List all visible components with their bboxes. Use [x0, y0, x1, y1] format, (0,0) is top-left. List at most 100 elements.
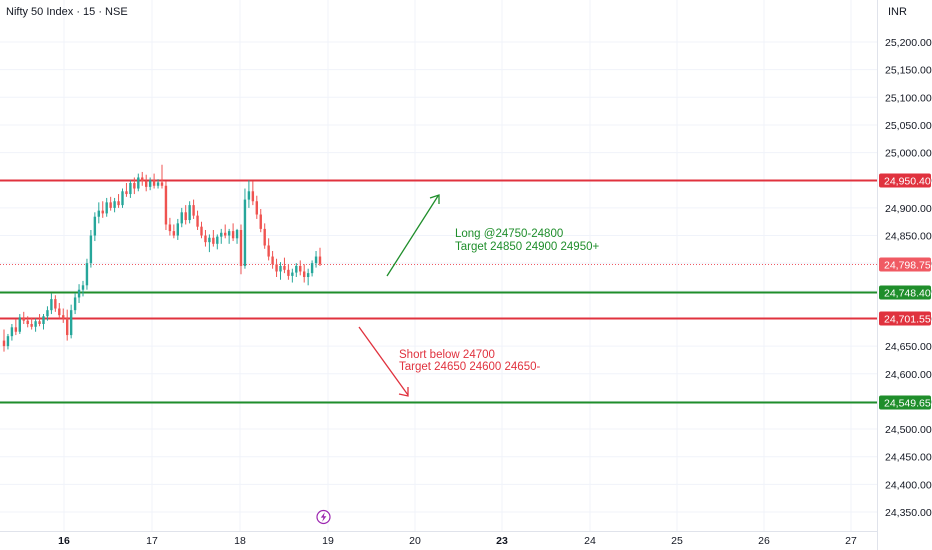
- price-tick-label: 24,350.00: [885, 507, 932, 519]
- candle-body: [299, 265, 302, 272]
- candle-body: [168, 224, 172, 232]
- candle-body: [125, 191, 128, 195]
- candle-body: [235, 230, 239, 239]
- candle-body: [6, 336, 10, 347]
- lightning-icon[interactable]: [316, 509, 331, 525]
- price-badge-label: 24,549.65: [884, 398, 931, 410]
- candle-body: [275, 264, 278, 272]
- price-badge-label: 24,701.55: [884, 314, 931, 326]
- candle-body: [42, 316, 45, 324]
- price-badge-label: 24,798.75: [884, 260, 931, 272]
- candle-body: [81, 285, 85, 290]
- candle-body: [129, 183, 132, 195]
- candle-body: [231, 231, 235, 239]
- candle-body: [243, 199, 247, 266]
- candle-body: [247, 191, 251, 200]
- candle-body: [137, 177, 140, 189]
- time-tick-label: 16: [58, 535, 70, 547]
- candle-body: [85, 263, 89, 286]
- candle-body: [30, 324, 33, 327]
- candle-body: [77, 289, 81, 298]
- price-tick-label: 25,200.00: [885, 37, 932, 49]
- short-annotation-line2[interactable]: Target 24650 24600 24650-: [399, 361, 540, 373]
- time-tick-label: 19: [322, 535, 334, 547]
- short-annotation-line1[interactable]: Short below 24700: [399, 349, 495, 361]
- candle-body: [101, 210, 104, 214]
- currency-label: INR: [888, 6, 907, 18]
- candle-body: [34, 321, 37, 327]
- price-tick-label: 24,450.00: [885, 452, 932, 464]
- candle-body: [54, 299, 57, 309]
- long-annotation-line2[interactable]: Target 24850 24900 24950+: [455, 241, 599, 253]
- candle-body: [188, 205, 191, 221]
- candle-body: [314, 256, 318, 264]
- candle-body: [26, 320, 29, 324]
- candles: [2, 164, 322, 352]
- candle-body: [58, 308, 61, 316]
- time-tick-label: 27: [845, 535, 857, 547]
- time-tick-label: 26: [758, 535, 770, 547]
- candle-body: [200, 226, 203, 236]
- candle-body: [259, 214, 262, 229]
- time-tick-label: 18: [234, 535, 246, 547]
- candle-body: [145, 181, 148, 187]
- time-tick-label: 17: [146, 535, 158, 547]
- candle-body: [303, 271, 306, 277]
- candle-body: [220, 232, 223, 237]
- short-arrow[interactable]: [358, 326, 409, 397]
- candle-body: [310, 263, 314, 274]
- candle-body: [121, 191, 124, 206]
- candle-body: [306, 273, 310, 277]
- price-axis[interactable]: 25,200.00 25,150.00 25,100.00 25,050.00 25,0…: [885, 37, 932, 519]
- price-tick-label: 24,650.00: [885, 341, 932, 353]
- candle-body: [10, 327, 14, 337]
- candle-body: [172, 231, 176, 236]
- candle-body: [18, 317, 21, 332]
- candle-body: [180, 212, 183, 224]
- candle-body: [148, 180, 152, 187]
- price-tick-label: 24,600.00: [885, 369, 932, 381]
- level-lines[interactable]: [0, 179, 877, 404]
- candle-body: [184, 212, 187, 221]
- price-badge-label: 24,748.40: [884, 288, 931, 300]
- candle-body: [97, 210, 100, 217]
- long-arrow[interactable]: [386, 194, 440, 277]
- time-tick-label: 24: [584, 535, 596, 547]
- time-tick-label: 25: [671, 535, 683, 547]
- candle-body: [152, 180, 156, 186]
- candle-body: [50, 299, 53, 311]
- price-badge: [879, 311, 931, 326]
- price-badges: 24,950.40 24,798.75 24,748.40 24,701.55 24,5…: [879, 173, 931, 410]
- candle-body: [255, 201, 258, 215]
- candle-body: [66, 318, 69, 336]
- candle-body: [251, 191, 255, 202]
- candle-body: [227, 231, 231, 236]
- candle-body: [89, 235, 93, 264]
- candle-body: [196, 215, 199, 227]
- chart-title: Nifty 50 Index · 15 · NSE: [6, 6, 128, 18]
- time-axis[interactable]: 16 17 18 19 20 23 24 25 26 27: [58, 535, 857, 547]
- candle-body: [113, 201, 116, 208]
- price-badge: [879, 173, 931, 188]
- candle-body: [263, 228, 266, 246]
- candle-body: [318, 256, 322, 265]
- candle-body: [204, 235, 207, 243]
- price-badge: [879, 285, 931, 300]
- candle-body: [160, 182, 164, 186]
- price-tick-label: 25,100.00: [885, 92, 932, 104]
- candle-body: [141, 177, 144, 182]
- price-tick-label: 24,400.00: [885, 479, 932, 491]
- candle-body: [267, 245, 270, 257]
- candle-body: [176, 223, 179, 236]
- price-tick-label: 25,050.00: [885, 120, 932, 132]
- candle-body: [208, 237, 211, 243]
- candle-body: [224, 232, 227, 236]
- price-tick-label: 25,000.00: [885, 148, 932, 160]
- long-annotation-line1[interactable]: Long @24750-24800: [455, 228, 563, 240]
- time-tick-label: 20: [409, 535, 421, 547]
- candle-body: [216, 236, 219, 244]
- candle-body: [109, 202, 112, 208]
- price-badge: [879, 257, 931, 272]
- candle-body: [22, 317, 25, 321]
